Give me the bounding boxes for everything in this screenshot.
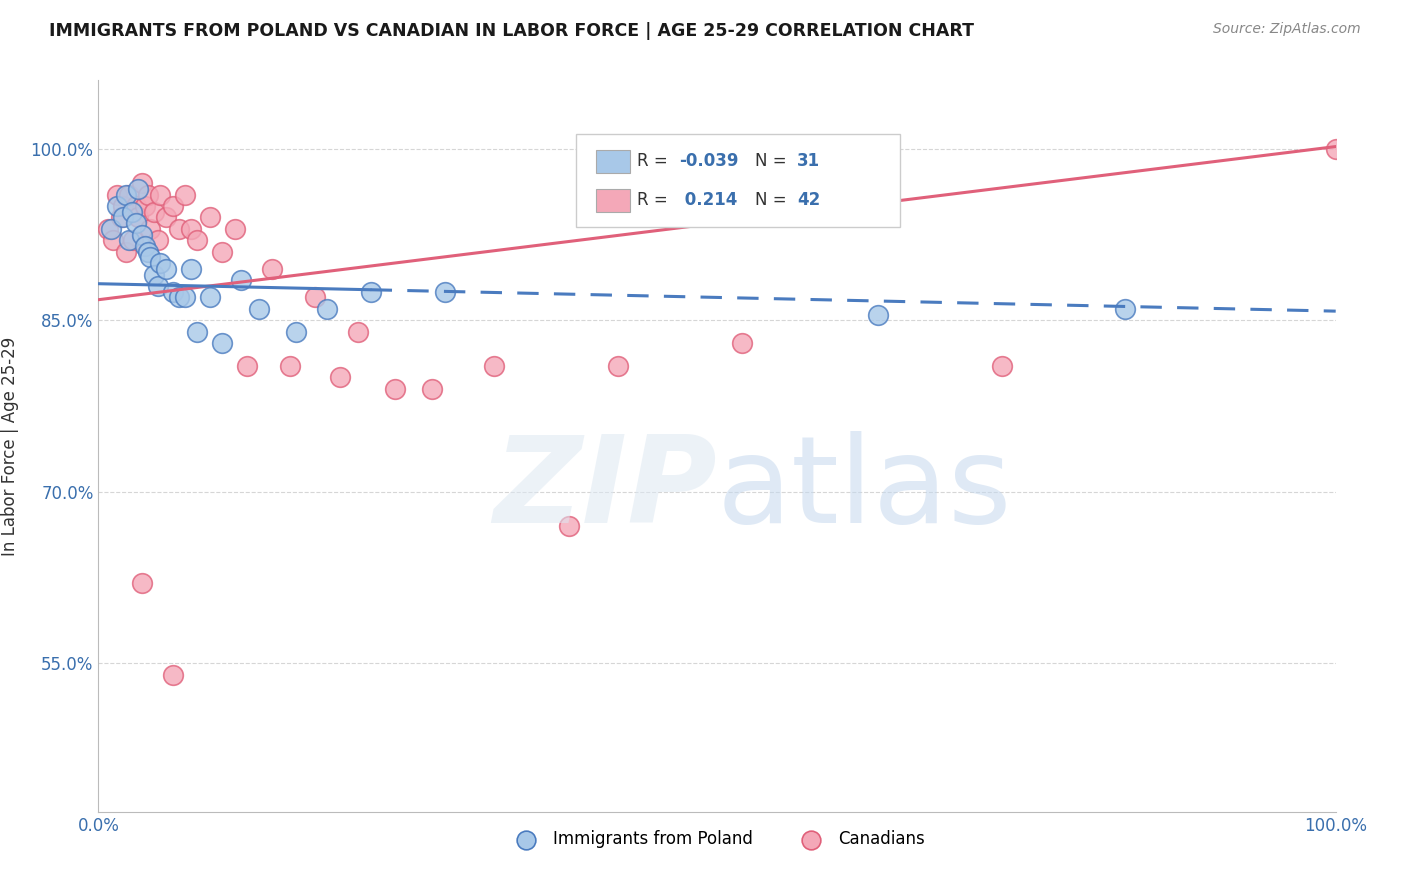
Point — [131, 227, 153, 242]
Point — [136, 187, 159, 202]
Point — [731, 336, 754, 351]
Point — [236, 359, 259, 373]
Point — [124, 199, 146, 213]
Text: 31: 31 — [797, 153, 820, 170]
Point — [100, 222, 122, 236]
Point — [229, 273, 252, 287]
Point — [112, 211, 135, 225]
Point — [124, 216, 146, 230]
Point — [607, 359, 630, 373]
Point — [422, 382, 444, 396]
Point — [105, 199, 128, 213]
Point — [557, 519, 579, 533]
Point — [186, 325, 208, 339]
Point — [110, 211, 132, 225]
Point — [433, 285, 456, 299]
Point — [198, 290, 221, 304]
Legend: Immigrants from Poland, Canadians: Immigrants from Poland, Canadians — [503, 823, 931, 855]
Text: N =: N = — [755, 191, 792, 209]
Point — [97, 222, 120, 236]
Point — [180, 261, 202, 276]
Point — [118, 233, 141, 247]
Point — [118, 187, 141, 202]
Point — [866, 308, 889, 322]
Point — [121, 204, 143, 219]
Text: ZIP: ZIP — [494, 432, 717, 549]
Point — [174, 187, 197, 202]
Point — [260, 261, 283, 276]
Point — [127, 182, 149, 196]
Y-axis label: In Labor Force | Age 25-29: In Labor Force | Age 25-29 — [1, 336, 20, 556]
Text: R =: R = — [637, 153, 673, 170]
Point — [155, 261, 177, 276]
Point — [155, 211, 177, 225]
Point — [990, 359, 1012, 373]
Point — [162, 667, 184, 681]
Point — [105, 187, 128, 202]
Point — [329, 370, 352, 384]
Point — [131, 576, 153, 591]
Point — [384, 382, 406, 396]
Point — [1114, 301, 1136, 316]
Point — [149, 256, 172, 270]
Point — [1324, 142, 1347, 156]
Point — [247, 301, 270, 316]
Point — [224, 222, 246, 236]
Text: Source: ZipAtlas.com: Source: ZipAtlas.com — [1213, 22, 1361, 37]
Point — [112, 199, 135, 213]
Point — [278, 359, 301, 373]
Point — [484, 359, 506, 373]
Point — [114, 187, 136, 202]
Point — [211, 336, 233, 351]
Point — [146, 233, 169, 247]
Text: 42: 42 — [797, 191, 821, 209]
Text: 0.214: 0.214 — [679, 191, 738, 209]
Point — [131, 176, 153, 190]
Point — [134, 199, 156, 213]
Point — [127, 211, 149, 225]
Point — [143, 268, 166, 282]
Point — [167, 222, 190, 236]
Point — [139, 222, 162, 236]
Text: N =: N = — [755, 153, 792, 170]
Point — [143, 204, 166, 219]
Point — [167, 290, 190, 304]
Point — [114, 244, 136, 259]
Point — [198, 211, 221, 225]
Text: IMMIGRANTS FROM POLAND VS CANADIAN IN LABOR FORCE | AGE 25-29 CORRELATION CHART: IMMIGRANTS FROM POLAND VS CANADIAN IN LA… — [49, 22, 974, 40]
Point — [162, 285, 184, 299]
Text: -0.039: -0.039 — [679, 153, 738, 170]
Point — [186, 233, 208, 247]
Point — [360, 285, 382, 299]
Point — [149, 187, 172, 202]
Text: R =: R = — [637, 191, 673, 209]
Point — [146, 279, 169, 293]
Text: atlas: atlas — [717, 432, 1012, 549]
Point — [316, 301, 339, 316]
Point — [134, 239, 156, 253]
Point — [211, 244, 233, 259]
Point — [162, 199, 184, 213]
Point — [304, 290, 326, 304]
Point — [180, 222, 202, 236]
Point — [122, 233, 145, 247]
Point — [174, 290, 197, 304]
Point — [285, 325, 308, 339]
Point — [103, 233, 125, 247]
Point — [139, 251, 162, 265]
Point — [347, 325, 370, 339]
Point — [136, 244, 159, 259]
